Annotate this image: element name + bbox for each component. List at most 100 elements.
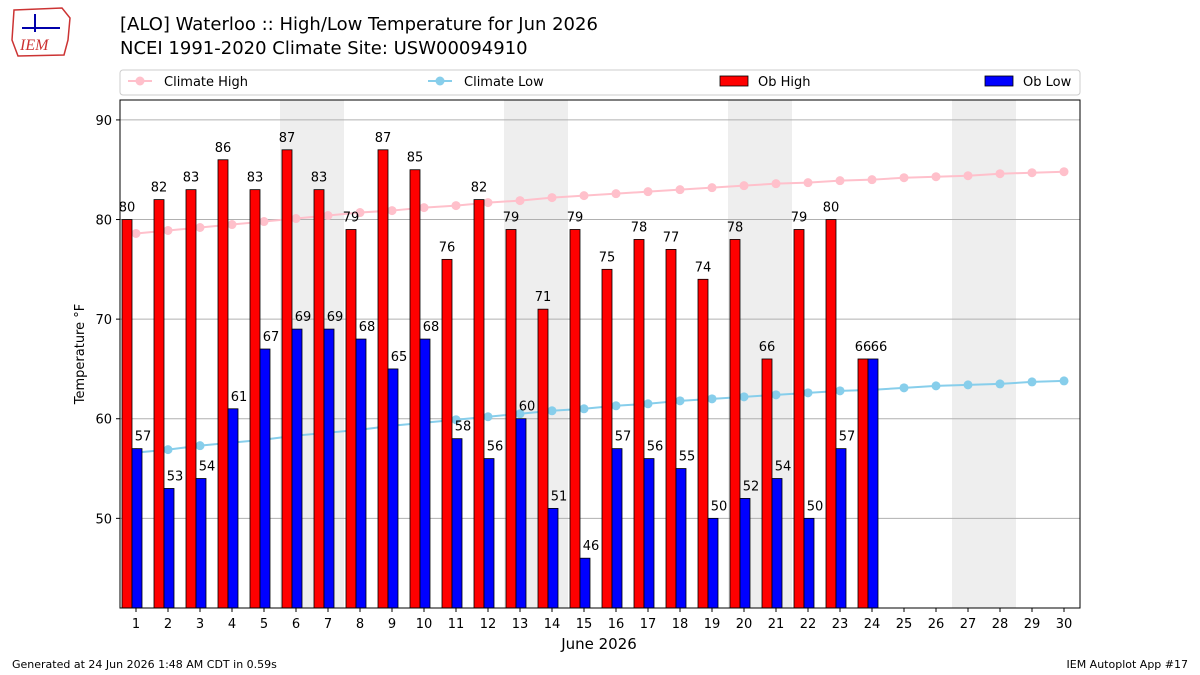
bar [761, 358, 773, 609]
climate-point [707, 394, 717, 404]
bar [857, 358, 869, 609]
climate-point [803, 178, 813, 188]
bar-value-label: 80 [119, 201, 136, 216]
bar-value-label: 57 [135, 430, 152, 445]
bar [291, 328, 303, 609]
bar [729, 239, 741, 609]
bar [739, 498, 751, 609]
bar [131, 448, 143, 609]
climate-point [931, 381, 941, 391]
bar [793, 229, 805, 609]
bar-value-label: 77 [663, 230, 680, 245]
bar-value-label: 79 [503, 210, 520, 225]
bar-value-label: 75 [599, 250, 616, 265]
bar [355, 338, 367, 609]
climate-point [547, 193, 557, 203]
plot-frame [119, 99, 1081, 609]
bar [345, 229, 357, 609]
x-tick-label: 19 [704, 617, 721, 632]
climate-point [451, 201, 461, 211]
bar-value-label: 86 [215, 141, 232, 156]
bar [259, 348, 271, 609]
bar-value-label: 82 [471, 181, 488, 196]
x-tick-label: 27 [960, 617, 977, 632]
x-tick-label: 23 [832, 617, 849, 632]
bar-value-label: 66 [759, 340, 776, 355]
bar-value-label: 79 [567, 210, 584, 225]
legend-marker [435, 76, 445, 86]
climate-line [135, 170, 1065, 235]
climate-point [1027, 377, 1037, 387]
weekend-shade [952, 100, 984, 608]
bar [569, 229, 581, 609]
x-tick-label: 12 [480, 617, 497, 632]
bar [323, 328, 335, 609]
bar-value-label: 87 [279, 131, 296, 146]
climate-point [771, 390, 781, 400]
legend-swatch [719, 75, 749, 87]
bar [611, 448, 623, 609]
bar [121, 219, 133, 609]
climate-point [451, 415, 461, 425]
bar-value-label: 87 [375, 131, 392, 146]
bar [153, 199, 165, 609]
climate-point [547, 406, 557, 416]
x-tick-label: 6 [292, 617, 300, 632]
footer-left: Generated at 24 Jun 2026 1:48 AM CDT in … [12, 658, 277, 671]
logo-text: IEM [19, 37, 50, 54]
climate-point [643, 187, 653, 197]
bar-value-label: 58 [455, 420, 472, 435]
bar-value-label: 65 [391, 350, 408, 365]
bar [515, 418, 527, 609]
legend [119, 69, 1081, 96]
bar-value-label: 85 [407, 151, 424, 166]
bar-value-label: 69 [327, 310, 344, 325]
climate-point [995, 169, 1005, 179]
bar-value-label: 71 [535, 290, 552, 305]
x-tick-label: 16 [608, 617, 625, 632]
x-tick-label: 30 [1056, 617, 1073, 632]
climate-point [1027, 168, 1037, 178]
y-axis-label: Temperature °F [73, 304, 88, 405]
legend-label: Ob Low [1023, 75, 1072, 90]
bar-value-label: 68 [423, 320, 440, 335]
x-tick-label: 24 [864, 617, 881, 632]
climate-point [355, 208, 365, 218]
bar [313, 189, 325, 609]
weekend-shade [984, 100, 1016, 608]
x-tick-label: 20 [736, 617, 753, 632]
climate-point [611, 189, 621, 199]
bar-value-label: 50 [807, 499, 824, 514]
climate-point [707, 183, 717, 193]
climate-point [163, 445, 173, 455]
bar-value-label: 55 [679, 450, 696, 465]
bar [185, 189, 197, 609]
climate-point [739, 181, 749, 191]
bar-value-label: 83 [311, 171, 328, 186]
climate-point [515, 196, 525, 206]
chart-subtitle: NCEI 1991-2020 Climate Site: USW00094910 [120, 38, 528, 59]
x-tick-label: 1 [132, 617, 140, 632]
bar-value-label: 69 [295, 310, 312, 325]
bar-value-label: 57 [615, 430, 632, 445]
bar-value-label: 66 [871, 340, 888, 355]
x-tick-label: 15 [576, 617, 593, 632]
y-tick-label: 90 [95, 114, 112, 129]
bar [643, 458, 655, 609]
bar [707, 517, 719, 609]
climate-point [931, 172, 941, 182]
bar [835, 448, 847, 609]
logo: IEM [11, 7, 71, 57]
bar-value-label: 79 [343, 210, 360, 225]
bar-value-label: 78 [631, 220, 648, 235]
chart-title: [ALO] Waterloo :: High/Low Temperature f… [120, 14, 598, 35]
climate-point [163, 225, 173, 235]
bar-value-label: 56 [647, 440, 664, 455]
legend-label: Climate Low [464, 75, 544, 90]
x-tick-label: 22 [800, 617, 817, 632]
x-tick-label: 11 [448, 617, 465, 632]
bar [825, 219, 837, 609]
climate-point [579, 191, 589, 201]
bar [473, 199, 485, 609]
